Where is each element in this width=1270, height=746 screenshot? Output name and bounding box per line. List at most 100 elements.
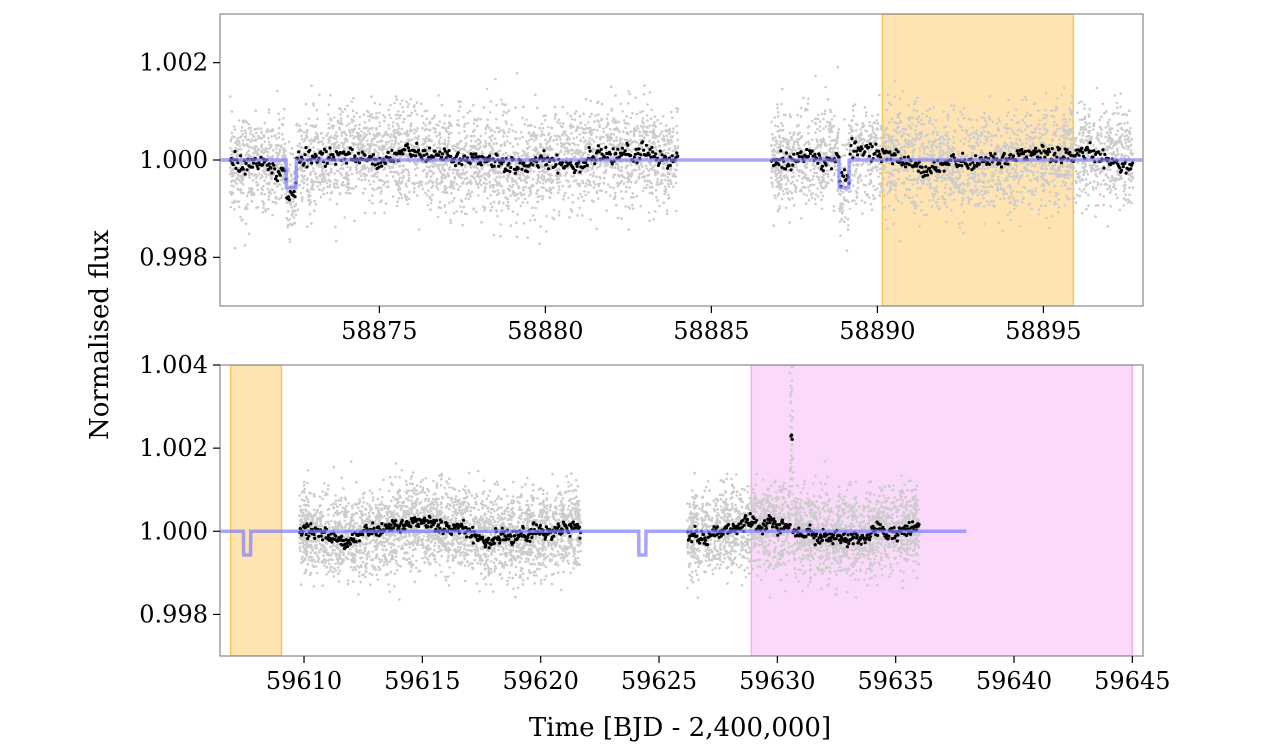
- raw-point: [521, 135, 525, 139]
- raw-point: [947, 145, 950, 148]
- raw-point: [375, 150, 378, 153]
- raw-point: [810, 119, 814, 123]
- raw-point: [920, 118, 923, 122]
- raw-point: [954, 182, 957, 185]
- raw-point: [464, 136, 467, 140]
- raw-point: [570, 148, 573, 151]
- raw-point: [307, 117, 311, 120]
- raw-point: [244, 119, 247, 123]
- raw-point: [871, 129, 875, 133]
- raw-point: [792, 142, 796, 146]
- raw-point: [255, 184, 259, 187]
- raw-point: [413, 128, 416, 131]
- raw-point: [277, 126, 281, 130]
- raw-point: [483, 209, 486, 212]
- raw-point: [494, 77, 497, 81]
- raw-point: [363, 165, 367, 169]
- raw-point: [444, 175, 448, 179]
- raw-point: [441, 142, 445, 145]
- raw-point: [399, 146, 403, 149]
- raw-point: [813, 121, 817, 125]
- raw-point: [522, 174, 525, 177]
- raw-point: [612, 133, 616, 136]
- raw-point: [476, 124, 479, 128]
- raw-point: [568, 216, 571, 219]
- raw-point: [481, 150, 484, 154]
- raw-point: [429, 208, 432, 211]
- raw-point: [405, 153, 409, 156]
- raw-point: [387, 140, 391, 144]
- raw-point: [411, 138, 414, 141]
- raw-point: [247, 145, 250, 149]
- raw-point: [801, 177, 804, 180]
- raw-point: [588, 126, 592, 130]
- raw-point: [912, 108, 916, 112]
- raw-point: [392, 146, 396, 149]
- raw-point: [309, 171, 313, 174]
- raw-point: [305, 133, 308, 137]
- raw-point: [341, 161, 345, 165]
- raw-point: [253, 147, 257, 150]
- raw-point: [500, 209, 504, 212]
- raw-point: [1116, 149, 1119, 153]
- raw-point: [648, 91, 652, 94]
- raw-point: [832, 205, 836, 208]
- raw-point: [368, 183, 372, 186]
- raw-point: [495, 117, 498, 121]
- raw-point: [359, 169, 363, 172]
- raw-point: [432, 165, 436, 168]
- raw-point: [1107, 124, 1110, 127]
- raw-point: [962, 142, 966, 145]
- raw-point: [622, 175, 625, 179]
- raw-point: [370, 137, 374, 141]
- raw-point: [1010, 118, 1014, 122]
- raw-point: [846, 228, 850, 231]
- raw-point: [376, 187, 379, 190]
- raw-point: [1034, 187, 1037, 190]
- raw-point: [436, 215, 440, 219]
- raw-point: [513, 191, 516, 195]
- raw-point: [646, 134, 649, 137]
- raw-point: [234, 147, 238, 150]
- raw-point: [308, 139, 311, 142]
- raw-point: [557, 185, 561, 188]
- raw-point: [386, 180, 390, 183]
- raw-point: [333, 134, 337, 137]
- raw-point: [347, 186, 350, 189]
- raw-point: [277, 144, 281, 147]
- raw-point: [390, 142, 393, 146]
- raw-point: [327, 153, 330, 156]
- raw-point: [602, 127, 605, 130]
- raw-point: [621, 130, 625, 133]
- raw-point: [942, 153, 945, 156]
- raw-point: [262, 148, 266, 151]
- raw-point: [792, 131, 796, 134]
- raw-point: [362, 113, 366, 116]
- raw-point: [586, 168, 589, 172]
- raw-point: [561, 122, 565, 125]
- raw-point: [463, 172, 467, 176]
- raw-point: [578, 133, 581, 136]
- raw-point: [634, 96, 637, 100]
- raw-point: [928, 182, 932, 185]
- raw-point: [1072, 148, 1076, 151]
- raw-point: [320, 177, 324, 181]
- raw-point: [308, 194, 312, 197]
- raw-point: [563, 191, 567, 195]
- raw-point: [249, 129, 253, 132]
- raw-point: [427, 134, 431, 138]
- raw-point: [263, 121, 267, 125]
- raw-point: [597, 184, 601, 188]
- raw-point: [441, 164, 445, 167]
- raw-point: [657, 152, 660, 156]
- raw-point: [430, 198, 433, 202]
- raw-point: [595, 191, 599, 195]
- raw-point: [580, 195, 584, 198]
- raw-point: [437, 205, 441, 209]
- raw-point: [606, 113, 610, 116]
- raw-point: [395, 128, 399, 132]
- raw-point: [887, 175, 891, 179]
- raw-point: [430, 139, 434, 143]
- raw-point: [264, 147, 268, 150]
- raw-point: [576, 197, 580, 200]
